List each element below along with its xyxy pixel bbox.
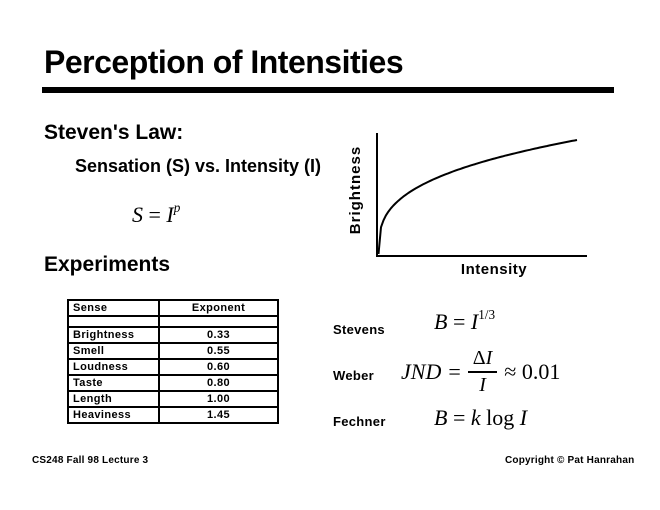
page-title: Perception of Intensities <box>44 44 404 80</box>
sense-cell: Smell <box>67 342 160 360</box>
fechner-label: Fechner <box>333 414 386 429</box>
equals-sign: = <box>452 309 466 334</box>
sense-column-header: Sense <box>67 299 160 317</box>
exponent-cell: 0.55 <box>158 342 279 360</box>
table-row: Length 1.00 <box>67 390 279 408</box>
brightness-intensity-chart <box>376 133 587 257</box>
footer-course-info: CS248 Fall 98 Lecture 3 <box>32 455 149 466</box>
weber-label: Weber <box>333 368 374 383</box>
exponent-cell: 0.33 <box>158 326 279 344</box>
fraction-denominator: I <box>479 373 486 397</box>
equals-sign: = <box>148 202 161 227</box>
formula-exponent-one-third: 1/3 <box>478 306 496 322</box>
sense-cell: Length <box>67 390 160 408</box>
formula-var-b: B <box>434 405 448 430</box>
title-underline <box>42 87 614 93</box>
equals-sign: = <box>448 359 461 384</box>
table-header-row: Sense Exponent <box>67 299 279 317</box>
table-row: Heaviness 1.45 <box>67 406 279 424</box>
formula-var-s: S <box>132 202 143 227</box>
fraction-numerator: ΔI <box>467 347 498 373</box>
delta-symbol: Δ <box>472 347 486 369</box>
weber-formula: JND = ΔI I ≈ 0.01 <box>401 342 560 402</box>
exponent-column-header: Exponent <box>158 299 279 317</box>
table-empty-row <box>67 315 279 328</box>
stevens-law-formula: S = Ip <box>132 199 181 228</box>
formula-var-i: I <box>519 405 528 430</box>
sense-cell: Loudness <box>67 358 160 376</box>
exponent-cell: 1.45 <box>158 406 279 424</box>
response-curve <box>377 139 578 255</box>
table-row: Smell 0.55 <box>67 342 279 360</box>
fechner-formula: B = k log I <box>434 405 527 431</box>
formula-var-k: k <box>470 405 481 430</box>
log-operator: log <box>486 405 515 430</box>
y-axis-label: Brightness <box>347 145 364 235</box>
exponent-cell: 0.80 <box>158 374 279 392</box>
formula-exponent-p: p <box>173 199 181 215</box>
formula-var-i: I <box>485 347 493 369</box>
formula-var-i: I <box>479 374 486 396</box>
sensation-vs-intensity-subtitle: Sensation (S) vs. Intensity (I) <box>75 156 322 176</box>
exponent-cell: 1.00 <box>158 390 279 408</box>
stevens-law-heading: Steven's Law: <box>44 121 184 144</box>
approx-value: ≈ 0.01 <box>504 359 561 384</box>
table-row: Brightness 0.33 <box>67 326 279 344</box>
experiments-heading: Experiments <box>44 253 171 276</box>
formula-var-i: I <box>470 309 479 334</box>
stevens-formula: B = I1/3 <box>434 306 496 335</box>
formula-var-jnd: JND <box>401 359 442 384</box>
exponent-table: Sense Exponent Brightness 0.33 Smell 0.5… <box>67 299 279 424</box>
formula-var-i: I <box>166 202 174 227</box>
footer-copyright: Copyright © Pat Hanrahan <box>505 455 635 466</box>
sense-cell: Taste <box>67 374 160 392</box>
formula-var-b: B <box>434 309 448 334</box>
table-row: Taste 0.80 <box>67 374 279 392</box>
stevens-label: Stevens <box>333 322 385 337</box>
table-row: Loudness 0.60 <box>67 358 279 376</box>
equals-sign: = <box>452 405 466 430</box>
weber-fraction: ΔI I <box>467 347 498 397</box>
sense-cell: Brightness <box>67 326 160 344</box>
x-axis-label: Intensity <box>460 261 528 278</box>
sense-cell: Heaviness <box>67 406 160 424</box>
exponent-cell: 0.60 <box>158 358 279 376</box>
